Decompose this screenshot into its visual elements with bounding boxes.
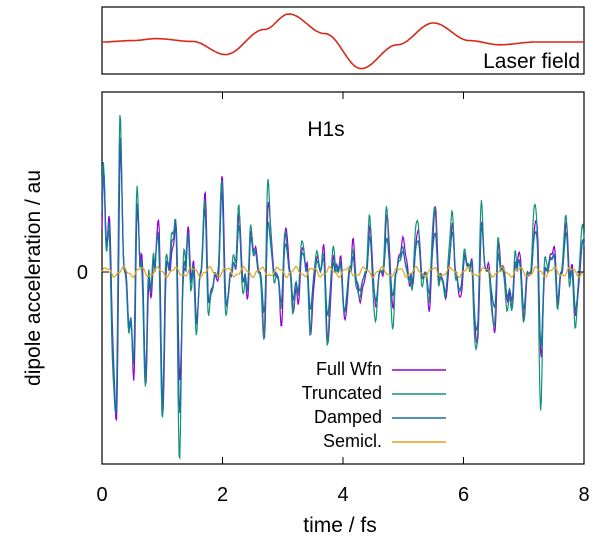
y-axis-label: dipole acceleration / au [22, 170, 45, 386]
laser-traces [102, 13, 584, 70]
laser-field-line [102, 13, 584, 70]
series-line-semicl [101, 265, 585, 279]
x-tick-label: 6 [458, 484, 469, 506]
y-tick-label: 0 [77, 262, 88, 284]
axis-ticks: 0 2 4 6 8 0 [77, 92, 590, 506]
main-traces [101, 115, 585, 461]
legend-label: Truncated [302, 383, 382, 403]
legend-label: Semicl. [323, 431, 382, 451]
x-axis-label: time / fs [303, 514, 377, 537]
laser-panel-frame [101, 6, 585, 75]
panel-title: H1s [307, 118, 344, 141]
legend-bg [280, 381, 452, 403]
legend-bg [280, 357, 452, 379]
laser-field-label: Laser field [483, 50, 580, 73]
legend-bg [280, 405, 452, 427]
x-tick-label: 4 [337, 484, 348, 506]
series-line-damped [101, 137, 585, 414]
legend-label: Full Wfn [316, 359, 382, 379]
legend: Full Wfn Truncated Damped Semicl. [280, 357, 452, 451]
x-tick-label: 8 [578, 484, 589, 506]
legend-label: Damped [314, 407, 382, 427]
series-line-full-wfn [101, 147, 585, 421]
x-tick-label: 0 [96, 484, 107, 506]
x-tick-label: 2 [217, 484, 228, 506]
legend-bg [280, 429, 452, 451]
